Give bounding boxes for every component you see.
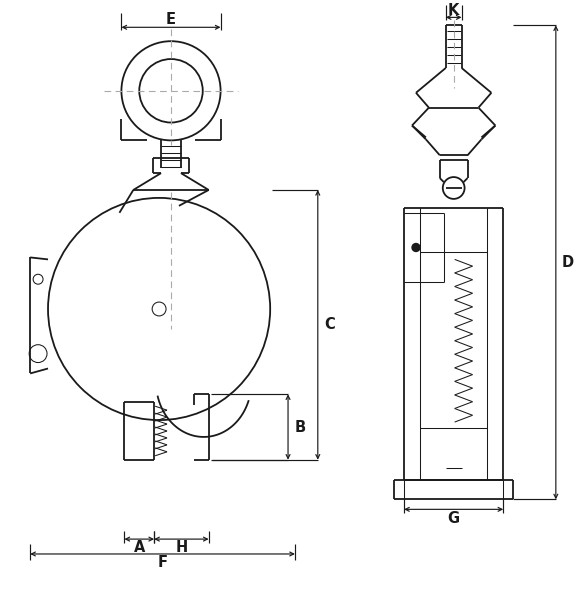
Circle shape [412,244,420,251]
Text: C: C [325,317,336,332]
Text: H: H [175,539,188,554]
Text: F: F [158,556,168,571]
Text: B: B [295,419,306,434]
Text: K: K [448,3,459,18]
Text: E: E [166,12,176,27]
Text: G: G [448,511,460,526]
Text: D: D [562,255,574,270]
Text: A: A [134,539,145,554]
